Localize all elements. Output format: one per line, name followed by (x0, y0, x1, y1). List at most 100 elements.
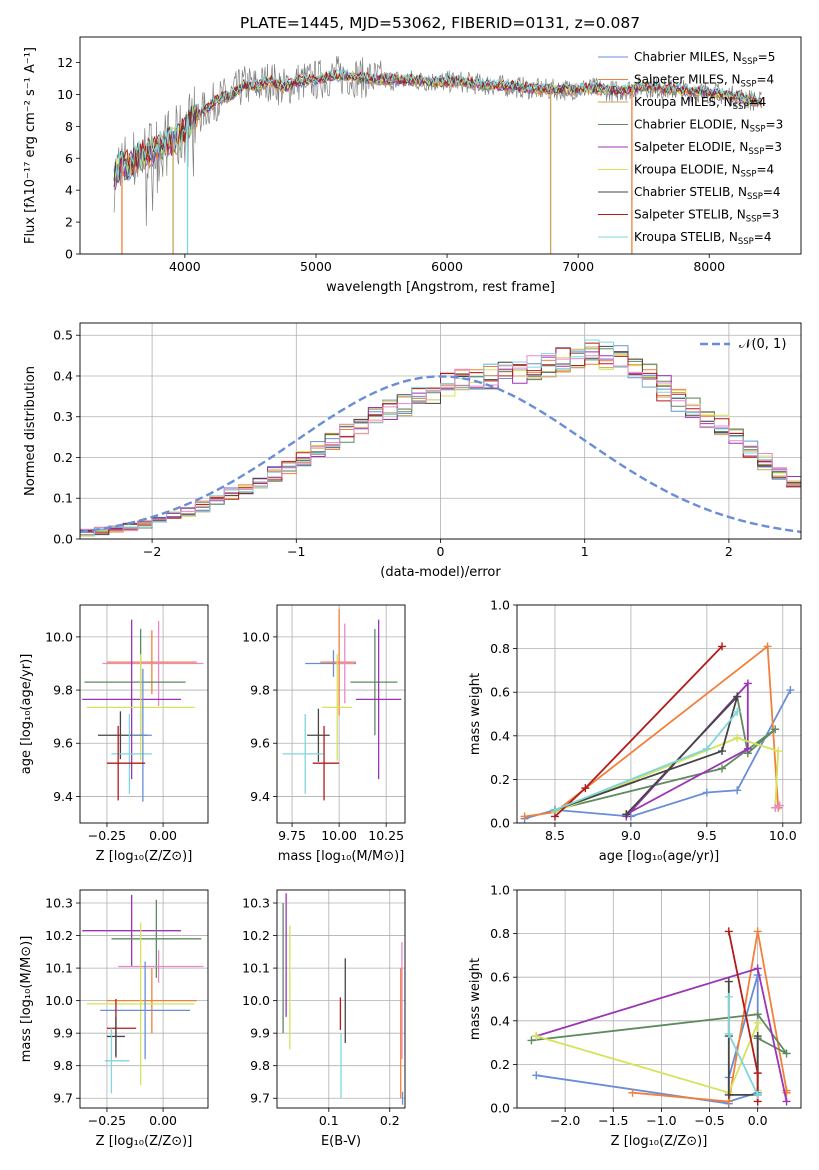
y-tick-label: 0.3 (53, 409, 73, 424)
y-tick-label: 0.5 (53, 328, 73, 343)
panel-weight-vs-age: 8.5 9.0 9.5 10.0 0.0 0.2 0.4 0.6 0.8 1.0 age [log₁… (468, 598, 802, 864)
weight-marker (733, 707, 742, 716)
y-axis-label: age [log₁₀(age/yr)] (19, 654, 34, 775)
plot-area (113, 56, 763, 254)
weight-marker (702, 744, 711, 753)
legend-label-text: Kroupa STELIB, N (634, 230, 738, 244)
legend-label-subscript: SSP (748, 147, 764, 157)
weight-marker (702, 788, 711, 797)
weight-marker (581, 784, 590, 793)
legend-label: 𝒩(0, 1) (739, 337, 786, 352)
legend-label: Chabrier ELODIE, NSSP=3 (634, 118, 783, 135)
legend-label-text: Salpeter STELIB, N (634, 208, 746, 222)
x-tick-label: 10.0 (769, 828, 797, 843)
weight-marker (733, 692, 742, 701)
legend-label-suffix: =4 (763, 185, 781, 199)
y-tick-label: 4 (65, 183, 73, 198)
panel-residuals: −2 −1 0 1 2 0.0 0.1 0.2 0.3 0.4 0.5 (data-model)/er… (23, 322, 802, 580)
y-tick-label: 10.0 (242, 993, 270, 1008)
weight-marker (774, 747, 783, 756)
plot-frame (79, 889, 209, 1109)
weight-marker (775, 801, 784, 810)
weight-line (524, 644, 780, 818)
legend-label-subscript: SSP (741, 80, 757, 90)
y-tick-label: 0.6 (490, 685, 510, 700)
weight-marker (724, 992, 733, 1001)
histogram-step (80, 355, 801, 532)
x-tick-label: 10.25 (368, 828, 404, 843)
y-tick-label: 0.0 (53, 532, 73, 547)
legend-label-subscript: SSP (733, 102, 749, 112)
x-tick-label: 0.0 (748, 1113, 768, 1128)
legend-label-suffix: =4 (749, 95, 767, 109)
weight-marker (753, 1032, 762, 1041)
weight-marker (532, 1071, 541, 1080)
x-tick-label: −1.5 (598, 1113, 628, 1128)
legend-label-suffix: =3 (762, 208, 780, 222)
x-tick-label: 8.5 (545, 828, 565, 843)
y-tick-label: 0.2 (490, 772, 510, 787)
legend-label-suffix: =4 (756, 73, 774, 87)
y-axis-label: mass weight (468, 958, 483, 1040)
weight-marker (724, 1090, 733, 1099)
x-tick-label: 8000 (693, 259, 725, 274)
x-tick-label: 0.1 (319, 1113, 339, 1128)
panel-spectrum: 4000 5000 6000 7000 8000 0 2 4 6 8 10 12 wavelength … (23, 36, 802, 295)
y-tick-label: 10.0 (45, 993, 73, 1008)
legend-label: Chabrier STELIB, NSSP=4 (634, 185, 781, 202)
legend-label-text: Salpeter ELODIE, N (634, 140, 748, 154)
weight-marker (743, 744, 752, 753)
x-tick-label: 9.5 (697, 828, 717, 843)
legend-label-suffix: =4 (754, 230, 772, 244)
histogram-step (80, 346, 801, 536)
y-tick-label: 9.6 (250, 736, 270, 751)
y-tick-label: 9.9 (53, 1026, 73, 1041)
weight-line (554, 695, 739, 815)
x-axis-label: wavelength [Angstrom, rest frame] (326, 280, 555, 295)
plot-frame (79, 36, 802, 255)
legend-label: Salpeter MILES, NSSP=4 (634, 73, 774, 90)
panel-age-vs-mass: 9.75 10.00 10.25 9.4 9.6 9.8 10.0 mass [log₁₀(M… (242, 604, 406, 864)
legend-label: Kroupa MILES, NSSP=4 (634, 95, 766, 112)
y-tick-label: 12 (57, 55, 73, 70)
x-axis-label: (data-model)/error (380, 565, 501, 580)
weight-line (554, 737, 780, 813)
x-tick-label: 7000 (562, 259, 594, 274)
y-axis-label: mass weight (468, 673, 483, 755)
legend-label: Kroupa STELIB, NSSP=4 (634, 230, 772, 247)
legend-label-suffix: =5 (758, 50, 776, 64)
x-tick-label: 10.00 (321, 828, 357, 843)
legend-label: Salpeter STELIB, NSSP=3 (634, 208, 779, 225)
plot-frame (276, 604, 406, 824)
weight-marker (753, 927, 762, 936)
plot-area (527, 927, 791, 1108)
weight-marker (771, 803, 780, 812)
x-tick-label: −2 (143, 544, 161, 559)
plot-frame (79, 322, 802, 540)
x-tick-label: −0.5 (694, 1113, 724, 1128)
legend-label-subscript: SSP (741, 170, 757, 180)
y-tick-label: 10 (57, 87, 73, 102)
weight-marker (771, 725, 780, 734)
weight-marker (520, 812, 529, 821)
weight-marker (753, 1069, 762, 1078)
legend-label-subscript: SSP (747, 192, 763, 202)
weight-marker (724, 977, 733, 986)
y-tick-label: 9.8 (250, 1058, 270, 1073)
y-tick-label: 9.4 (53, 789, 73, 804)
weight-marker (786, 686, 795, 695)
legend-label-subscript: SSP (750, 125, 766, 135)
legend-label-suffix: =3 (764, 140, 782, 154)
x-tick-label: 0.00 (149, 1113, 177, 1128)
x-tick-label: −1 (287, 544, 305, 559)
x-tick-label: −2.0 (550, 1113, 580, 1128)
y-tick-label: 0.8 (490, 641, 510, 656)
x-tick-label: 6000 (431, 259, 463, 274)
x-tick-label: 0.2 (380, 1113, 400, 1128)
legend-label-text: Chabrier STELIB, N (634, 185, 747, 199)
x-axis-label: E(B-V) (321, 1134, 361, 1149)
weight-marker (782, 1049, 791, 1058)
x-tick-label: 1 (581, 544, 589, 559)
y-tick-label: 0.0 (490, 816, 510, 831)
weight-line (524, 689, 792, 820)
